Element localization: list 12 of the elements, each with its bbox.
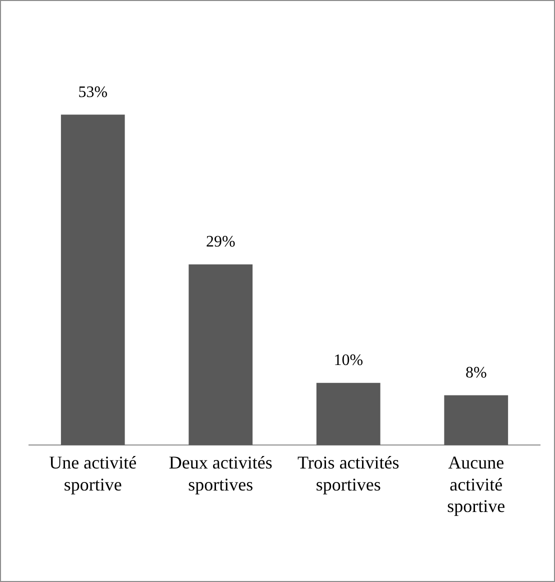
data-label: 8% bbox=[465, 364, 487, 382]
x-tick-label: Une activité sportive bbox=[49, 452, 137, 494]
bar bbox=[316, 382, 380, 446]
data-label: 53% bbox=[78, 84, 108, 101]
x-tick-label: Aucune activité sportive bbox=[447, 452, 506, 516]
x-tick-label: Trois activités sportives bbox=[297, 452, 400, 494]
data-label: 10% bbox=[334, 352, 364, 370]
data-label: 29% bbox=[206, 234, 236, 251]
bar bbox=[188, 264, 253, 446]
x-tick-label: Deux activités sportives bbox=[168, 452, 272, 494]
bar bbox=[444, 395, 508, 446]
bar bbox=[60, 114, 125, 446]
